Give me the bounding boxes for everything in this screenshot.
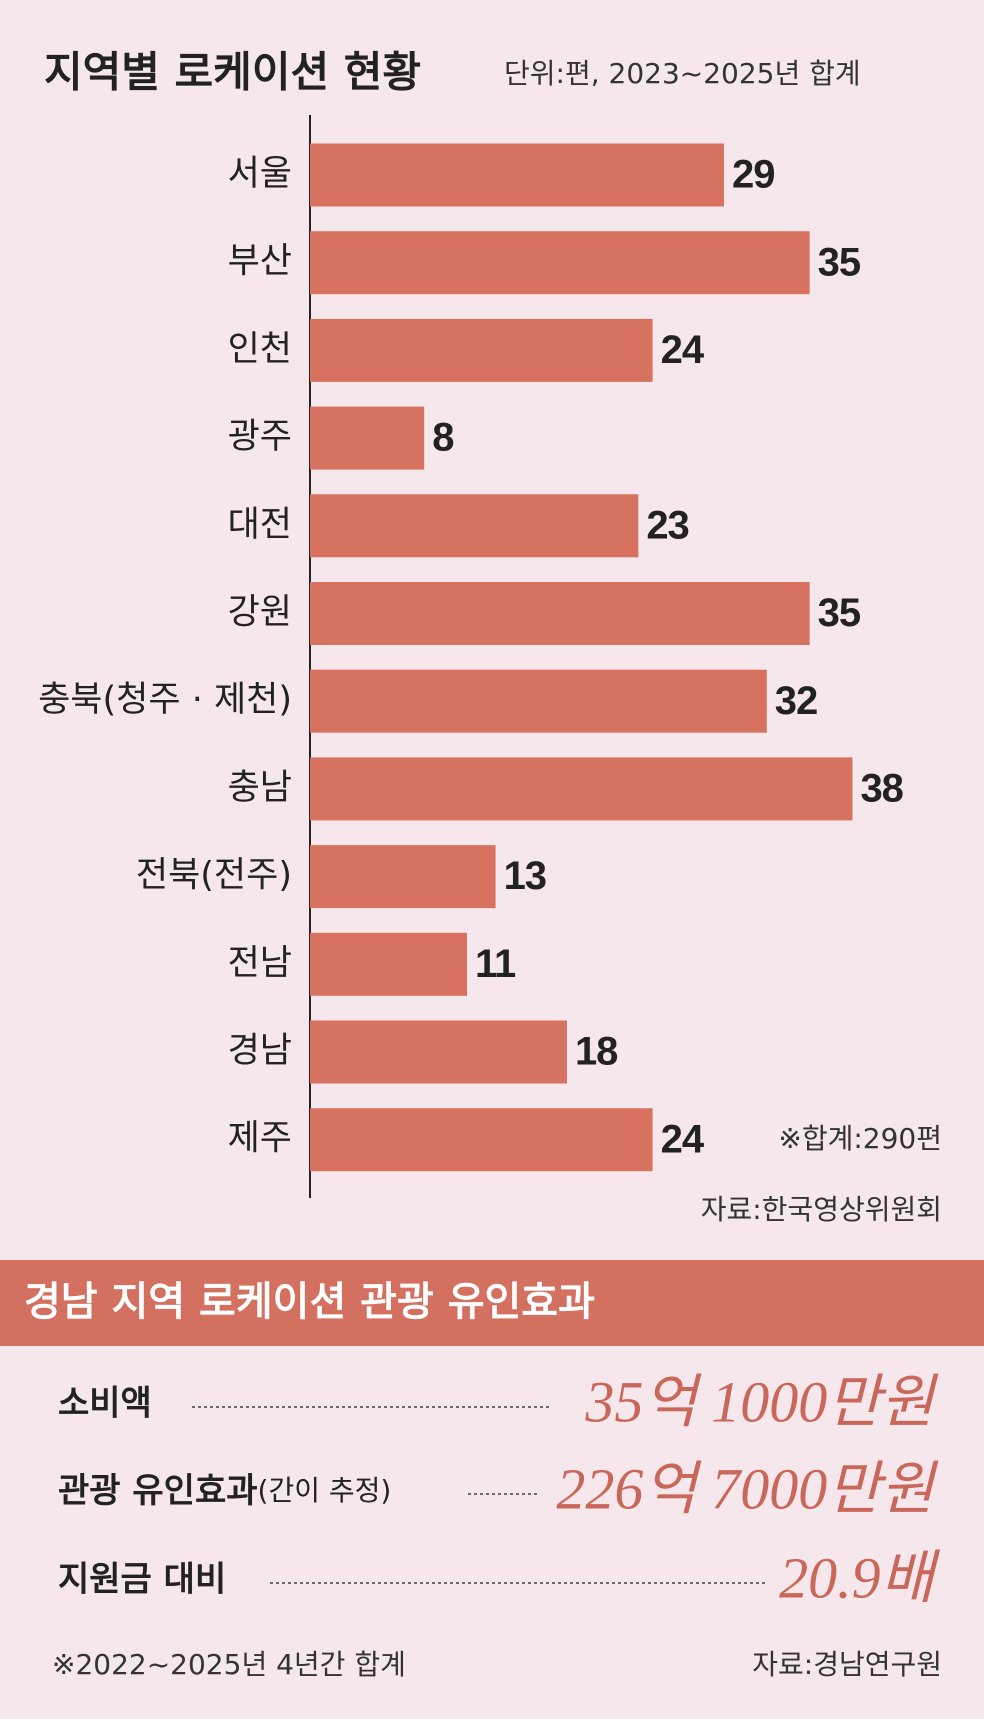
category-label: 충남: [228, 768, 292, 808]
category-label: 전북(전주): [136, 856, 292, 896]
category-label: 대전: [228, 505, 292, 545]
footnote: ※2022~2025년 4년간 합계: [52, 1648, 406, 1681]
value-label: 13: [504, 854, 547, 898]
category-label: 강원: [228, 593, 292, 633]
bar: [310, 845, 496, 909]
chart-title: 지역별 로케이션 현황: [44, 48, 421, 97]
bar: [310, 669, 767, 733]
category-label: 경남: [228, 1031, 292, 1071]
bar: [310, 582, 810, 645]
value-label: 35: [818, 591, 861, 635]
category-label: 충북(청주 · 제천): [38, 680, 292, 720]
section-title: 경남 지역 로케이션 관광 유인효과: [24, 1279, 595, 1325]
banner: [0, 1260, 984, 1346]
category-label: 전남: [228, 943, 292, 983]
row-label: 소비액: [58, 1384, 152, 1424]
row-value: 226억 7000만원: [556, 1456, 938, 1521]
category-label: 광주: [228, 417, 292, 457]
bar: [310, 406, 425, 470]
row-value: 35억 1000만원: [584, 1369, 938, 1434]
row-label: 지원금 대비: [58, 1560, 226, 1600]
category-label: 부산: [228, 242, 292, 282]
category-label: 인천: [228, 329, 292, 369]
value-label: 18: [575, 1030, 618, 1074]
bar: [310, 318, 653, 382]
source: 자료:한국영상위원회: [701, 1193, 942, 1226]
chart-subtitle: 단위:편, 2023~2025년 합계: [504, 57, 861, 90]
row-label-main: 관광 유인효과: [58, 1471, 258, 1511]
bar: [310, 143, 724, 207]
value-label: 8: [432, 416, 454, 460]
category-label: 제주: [228, 1119, 292, 1159]
bar: [310, 231, 810, 295]
value-label: 24: [661, 328, 705, 372]
value-label: 11: [475, 942, 516, 986]
bar: [310, 932, 468, 996]
bar: [310, 1020, 567, 1084]
value-label: 23: [646, 503, 689, 547]
value-label: 35: [818, 240, 861, 284]
row-note: (간이 추정): [258, 1474, 392, 1507]
bar: [310, 1108, 653, 1172]
row-label: 관광 유인효과(간이 추정): [58, 1471, 391, 1511]
value-label: 38: [860, 766, 903, 810]
bar: [310, 494, 639, 558]
annotation: ※합계:290편: [778, 1122, 942, 1155]
category-label: 서울: [228, 154, 292, 194]
bar: [310, 757, 853, 821]
value-label: 32: [775, 679, 818, 723]
value-label: 29: [732, 153, 775, 197]
source: 자료:경남연구원: [752, 1648, 942, 1681]
row-value: 20.9배: [779, 1545, 941, 1610]
value-label: 24: [661, 1117, 705, 1161]
